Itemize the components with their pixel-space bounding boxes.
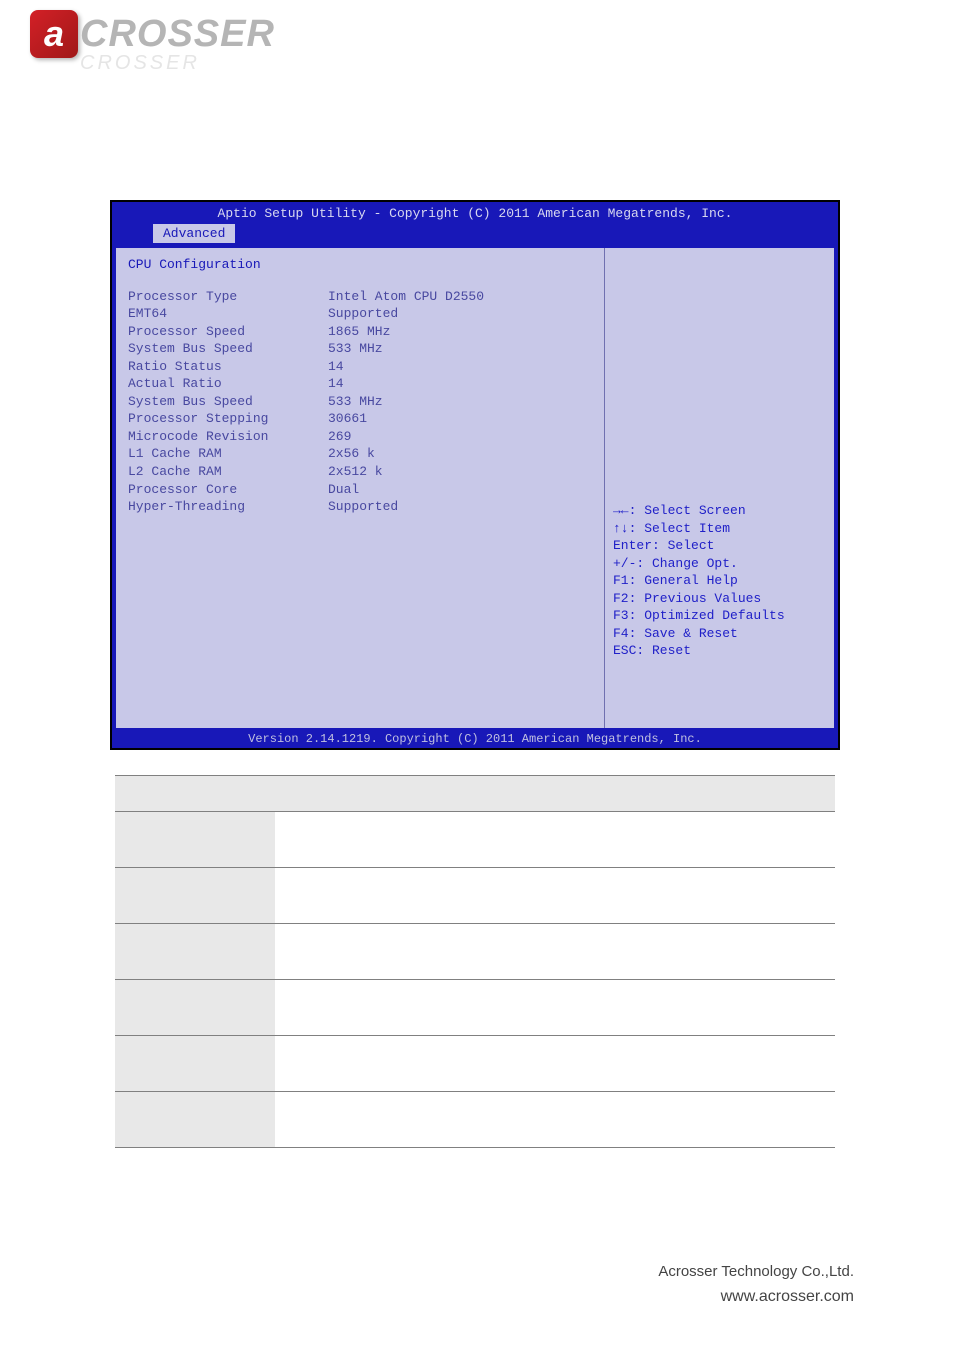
- bios-row-label: Ratio Status: [128, 358, 328, 376]
- bios-help-line: ↑↓: Select Item: [613, 520, 826, 538]
- footer-website: www.acrosser.com: [658, 1284, 854, 1310]
- table-cell: [415, 924, 835, 980]
- bios-row-label: L2 Cache RAM: [128, 463, 328, 481]
- bios-row-label: Hyper-Threading: [128, 498, 328, 516]
- bios-row-label: Processor Core: [128, 481, 328, 499]
- bios-row-value: 14: [328, 358, 592, 376]
- bios-help-line: Enter: Select: [613, 537, 826, 555]
- bios-row-value: 2x512 k: [328, 463, 592, 481]
- logo-text: CROSSER: [80, 13, 275, 56]
- bios-row-label: System Bus Speed: [128, 393, 328, 411]
- bios-row-label: Processor Type: [128, 288, 328, 306]
- bios-info-row: System Bus Speed533 MHz: [128, 393, 592, 411]
- description-table: [115, 775, 835, 1148]
- bios-row-label: L1 Cache RAM: [128, 445, 328, 463]
- bios-row-label: Actual Ratio: [128, 375, 328, 393]
- bios-main-panel: CPU Configuration Processor TypeIntel At…: [116, 248, 604, 728]
- tab-advanced[interactable]: Advanced: [152, 223, 236, 244]
- bios-help-line: F1: General Help: [613, 572, 826, 590]
- bios-row-value: Supported: [328, 498, 592, 516]
- table-cell: [415, 812, 835, 868]
- bios-info-row: L2 Cache RAM2x512 k: [128, 463, 592, 481]
- bios-info-row: System Bus Speed533 MHz: [128, 340, 592, 358]
- table-cell: [275, 1092, 415, 1148]
- bios-row-label: Processor Stepping: [128, 410, 328, 428]
- table-cell: [415, 868, 835, 924]
- bios-help-line: F4: Save & Reset: [613, 625, 826, 643]
- bios-row-value: 2x56 k: [328, 445, 592, 463]
- bios-info-row: EMT64Supported: [128, 305, 592, 323]
- table-row: [115, 1036, 835, 1092]
- table-header: [275, 776, 415, 812]
- section-title: CPU Configuration: [128, 256, 592, 274]
- table-cell: [115, 1092, 275, 1148]
- bios-version-footer: Version 2.14.1219. Copyright (C) 2011 Am…: [112, 728, 838, 750]
- table-cell: [415, 1036, 835, 1092]
- table-row: [115, 980, 835, 1036]
- table-cell: [275, 1036, 415, 1092]
- table-cell: [275, 924, 415, 980]
- bios-row-value: 533 MHz: [328, 340, 592, 358]
- bios-row-value: Supported: [328, 305, 592, 323]
- bios-row-value: 1865 MHz: [328, 323, 592, 341]
- table-header: [415, 776, 835, 812]
- bios-row-value: 14: [328, 375, 592, 393]
- bios-row-value: Dual: [328, 481, 592, 499]
- table-row: [115, 812, 835, 868]
- bios-row-value: Intel Atom CPU D2550: [328, 288, 592, 306]
- bios-setup-screen: Aptio Setup Utility - Copyright (C) 2011…: [110, 200, 840, 750]
- table-cell: [115, 924, 275, 980]
- bios-row-label: EMT64: [128, 305, 328, 323]
- bios-title-bar: Aptio Setup Utility - Copyright (C) 2011…: [112, 202, 838, 221]
- bios-help-line: F3: Optimized Defaults: [613, 607, 826, 625]
- bios-help-panel: →←: Select Screen↑↓: Select ItemEnter: S…: [604, 248, 834, 728]
- bios-row-label: Microcode Revision: [128, 428, 328, 446]
- bios-row-value: 269: [328, 428, 592, 446]
- bios-row-value: 533 MHz: [328, 393, 592, 411]
- table-row: [115, 1092, 835, 1148]
- bios-help-line: ESC: Reset: [613, 642, 826, 660]
- bios-info-row: Processor TypeIntel Atom CPU D2550: [128, 288, 592, 306]
- bios-info-row: Actual Ratio14: [128, 375, 592, 393]
- bios-info-row: Processor Speed1865 MHz: [128, 323, 592, 341]
- table-row: [115, 924, 835, 980]
- logo-shadow-text: CROSSER: [80, 52, 310, 75]
- bios-info-row: Microcode Revision269: [128, 428, 592, 446]
- logo-letter-icon: a: [30, 10, 78, 58]
- table-cell: [415, 1092, 835, 1148]
- table-row: [115, 868, 835, 924]
- bios-row-label: System Bus Speed: [128, 340, 328, 358]
- table-cell: [275, 812, 415, 868]
- bios-info-row: Ratio Status14: [128, 358, 592, 376]
- table-cell: [275, 868, 415, 924]
- bios-info-row: Hyper-ThreadingSupported: [128, 498, 592, 516]
- table-header: [115, 776, 275, 812]
- table-cell: [115, 868, 275, 924]
- page-footer: Acrosser Technology Co.,Ltd. www.acrosse…: [658, 1260, 854, 1310]
- table-cell: [415, 980, 835, 1036]
- bios-info-row: L1 Cache RAM2x56 k: [128, 445, 592, 463]
- table-cell: [115, 812, 275, 868]
- bios-help-line: →←: Select Screen: [613, 502, 826, 520]
- footer-company: Acrosser Technology Co.,Ltd.: [658, 1260, 854, 1284]
- bios-info-row: Processor CoreDual: [128, 481, 592, 499]
- bios-info-row: Processor Stepping30661: [128, 410, 592, 428]
- table-cell: [115, 1036, 275, 1092]
- bios-row-value: 30661: [328, 410, 592, 428]
- bios-row-label: Processor Speed: [128, 323, 328, 341]
- bios-help-line: F2: Previous Values: [613, 590, 826, 608]
- table-cell: [275, 980, 415, 1036]
- table-cell: [115, 980, 275, 1036]
- bios-help-line: +/-: Change Opt.: [613, 555, 826, 573]
- company-logo: a CROSSER CROSSER: [30, 10, 310, 80]
- table-header-row: [115, 776, 835, 812]
